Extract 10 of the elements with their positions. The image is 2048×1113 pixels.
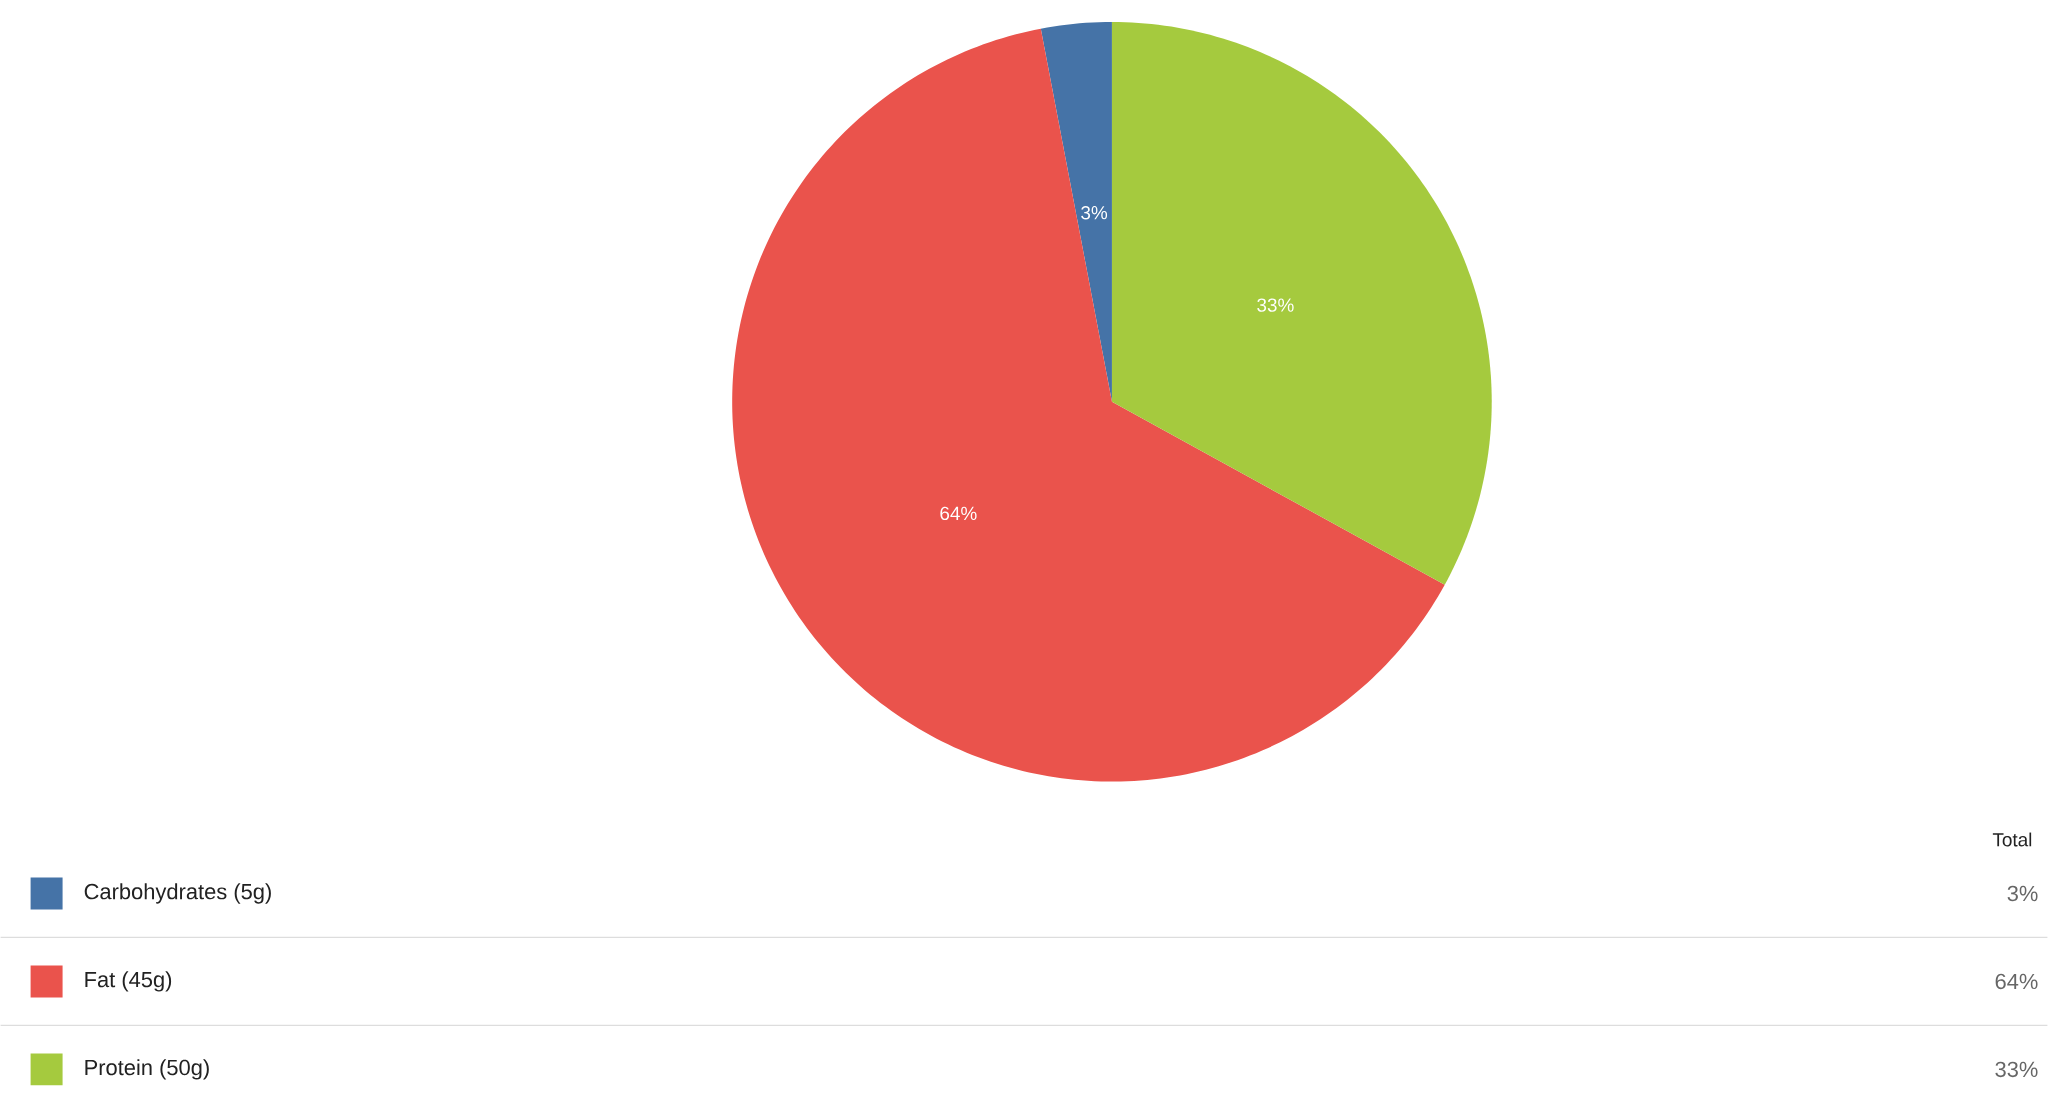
text: 33% — [1995, 1061, 2038, 1077]
text: 64% — [1995, 973, 2038, 990]
data-label: 33% — [1257, 298, 1294, 312]
data-label: 64% — [940, 506, 977, 520]
legend-title: Total — [1992, 832, 2032, 847]
data-label: 3% — [1081, 205, 1108, 220]
legend-label: Protein (50g) — [85, 1058, 209, 1080]
legend-label: Carbohydrates (5g) — [84, 883, 271, 904]
text: 3% — [2007, 885, 2038, 902]
legend-label: Fat (45g) — [85, 971, 172, 992]
